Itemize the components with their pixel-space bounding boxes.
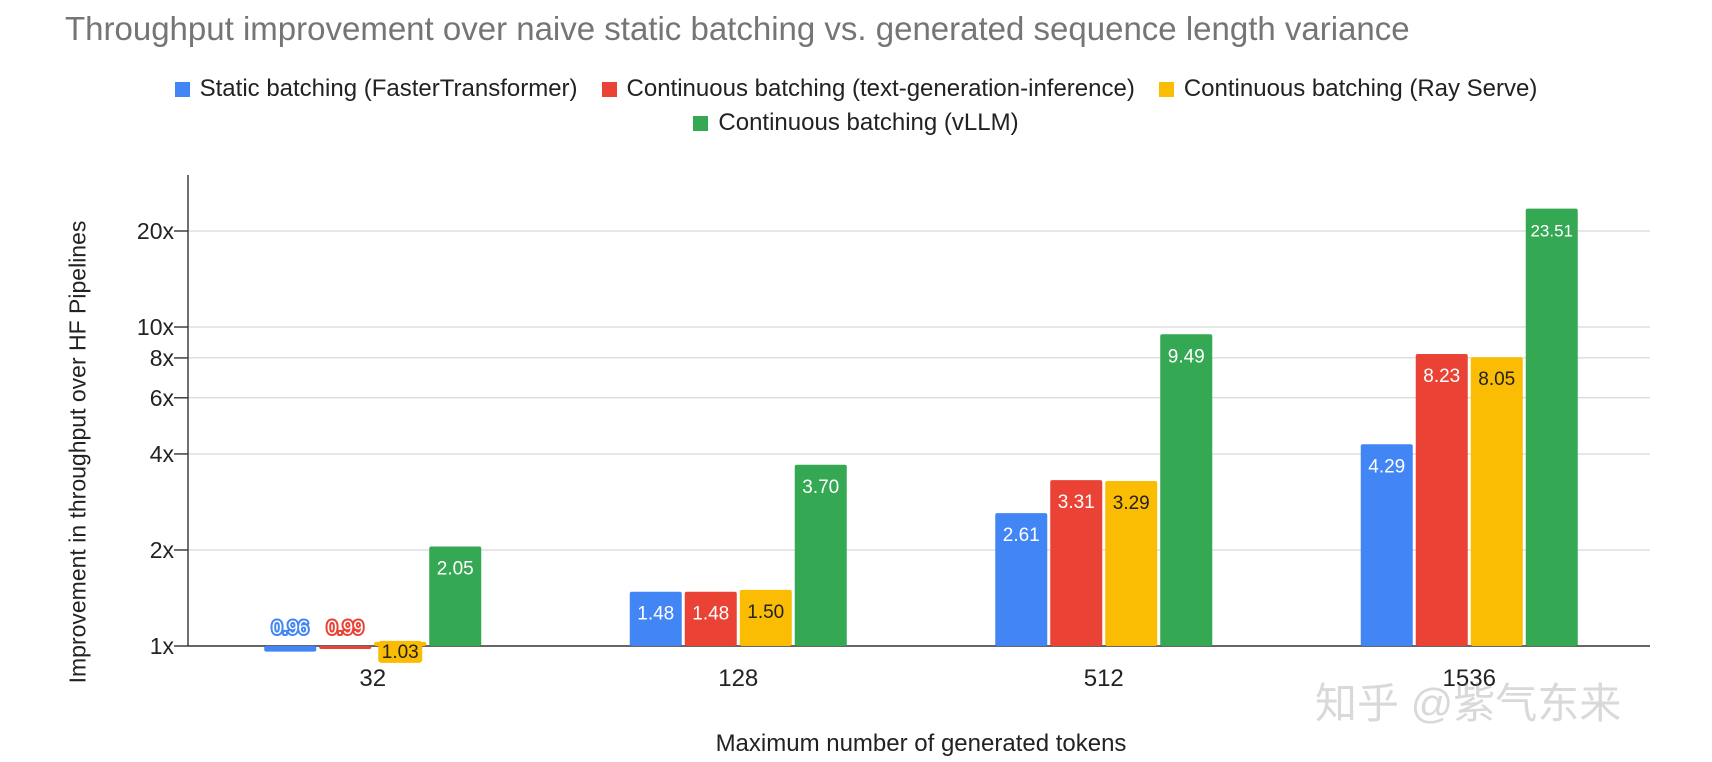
bar-32-0 [264,646,317,652]
x-tick-label: 128 [718,665,758,692]
legend-swatch-tgi [601,81,617,97]
legend-label-vllm: Continuous batching (vLLM) [718,109,1019,136]
y-tick-label: 2x [150,537,175,563]
legend: Static batching (FasterTransformer) Cont… [0,72,1712,140]
x-tick-label: 1536 [1443,665,1496,692]
chart-title: Throughput improvement over naive static… [65,10,1410,47]
data-label: 4.29 [1368,456,1405,477]
bar-32-3 [429,546,482,646]
legend-label-static: Static batching (FasterTransformer) [199,75,578,102]
bar-128-2 [739,589,792,646]
bar-512-1 [1050,480,1103,646]
bar-512-2 [1105,481,1158,646]
y-tick-label: 4x [150,441,175,467]
data-label: 9.49 [1168,346,1205,367]
data-label: 1.48 [692,604,729,625]
bar-128-1 [684,591,737,646]
data-label: 2.05 [437,559,474,580]
data-label: 1.03 [382,642,419,663]
y-tick-label: 6x [150,385,175,411]
data-label: 0.99 [327,618,364,639]
bar-1536-1 [1415,354,1468,646]
legend-item-ray: Continuous batching (Ray Serve) [1158,75,1538,103]
legend-row-2: Continuous batching (vLLM) [0,106,1712,140]
data-label: 3.31 [1058,492,1095,513]
x-tick-label: 512 [1084,665,1124,692]
legend-item-static: Static batching (FasterTransformer) [174,75,578,103]
y-tick-label: 1x [150,633,175,659]
bar-128-0 [629,591,682,646]
data-label: 1.50 [747,602,784,623]
bar-32-1 [319,646,372,649]
bar-1536-3 [1525,208,1578,646]
y-tick-label: 8x [150,345,175,371]
legend-swatch-static [174,81,190,97]
y-tick-label: 10x [137,314,175,340]
y-tick-label: 20x [137,218,175,244]
legend-row-1: Static batching (FasterTransformer) Cont… [0,72,1712,106]
data-label: 23.51 [1530,222,1573,241]
legend-label-tgi: Continuous batching (text-generation-inf… [626,75,1135,102]
x-tick-label: 32 [359,665,386,692]
bar-1536-2 [1470,357,1523,646]
legend-swatch-vllm [693,115,709,131]
bar-128-3 [794,464,847,646]
bar-512-3 [1160,334,1213,646]
data-label: 2.61 [1003,525,1040,546]
legend-label-ray: Continuous batching (Ray Serve) [1183,75,1538,102]
bar-1536-0 [1360,444,1413,646]
legend-item-vllm: Continuous batching (vLLM) [693,109,1019,137]
bar-512-0 [995,513,1048,646]
data-label: 1.48 [637,604,674,625]
watermark: 知乎 @紫气东来 [1315,680,1622,727]
legend-swatch-ray [1158,81,1174,97]
data-label: 8.23 [1423,366,1460,387]
data-label-highlight [378,640,423,663]
x-axis-label: Maximum number of generated tokens [715,730,1127,757]
data-label: 3.70 [802,477,839,498]
data-label: 3.29 [1113,493,1150,514]
data-label: 0.96 [272,618,309,639]
y-axis-label: Improvement in throughput over HF Pipeli… [64,220,91,684]
data-label: 8.05 [1478,369,1515,390]
legend-item-tgi: Continuous batching (text-generation-inf… [601,75,1135,103]
